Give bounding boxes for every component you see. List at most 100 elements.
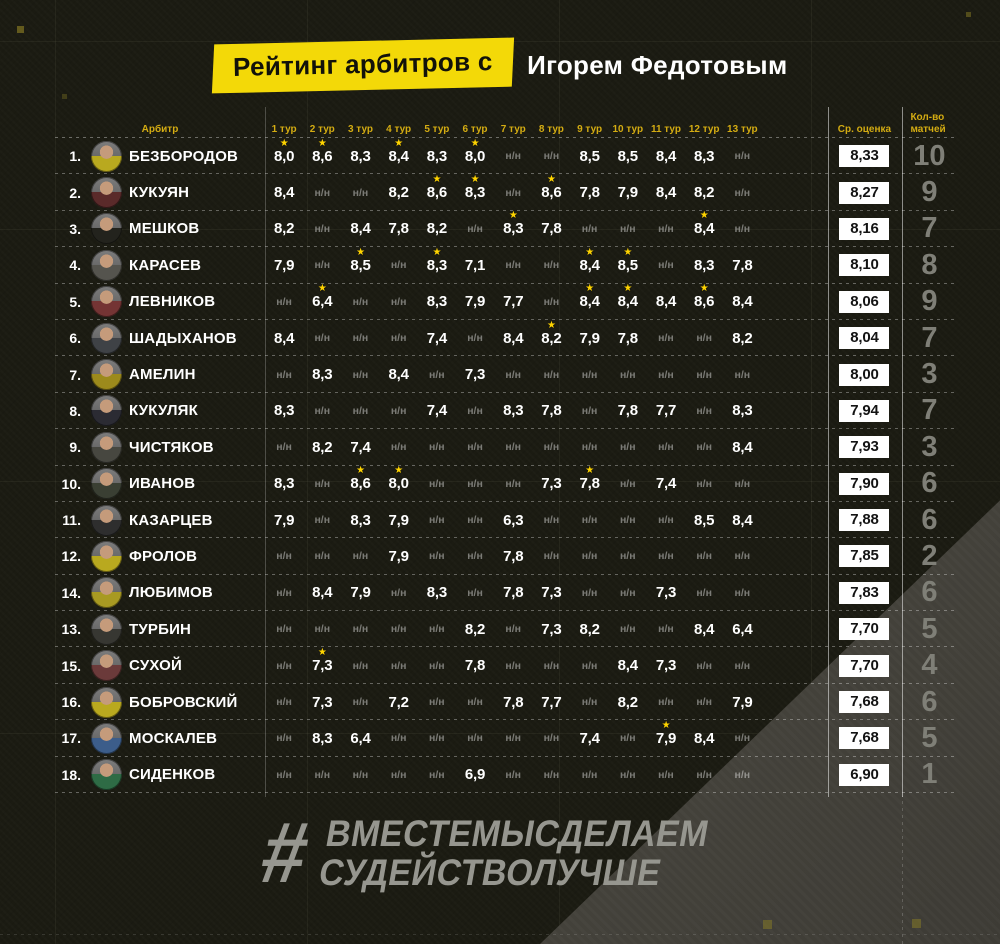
score-cell: н/н [467,696,483,709]
score-cell: 8,4 ★ [617,283,638,311]
star-icon: ★ [699,210,709,222]
referee-avatar [90,577,122,609]
score-cell: 8,2 [388,184,409,202]
matches-count: 3 [921,430,938,463]
star-icon: ★ [317,137,327,149]
score-cell: н/н [314,477,331,490]
table-row: 3. МЕШКОВ 8,2 н/н 8,4 7,8 8,2 н/н 8,3 ★ 7,8 н/н н/н н… [55,210,958,248]
score-cell: 7,8 ★ [579,465,600,493]
matches-count: 5 [921,721,938,754]
score-cell: н/н [390,732,407,745]
star-icon: ★ [547,319,556,331]
score-cell: н/н [505,732,522,745]
score-cell: 8,4 [732,511,753,529]
matches-count: 6 [921,467,938,500]
score-cell: н/н [314,332,331,345]
referee-avatar [90,650,122,682]
referee-name: МОСКАЛЕВ [129,729,218,747]
avg-cell: 7,70 [827,654,901,677]
score-cell: н/н [314,550,331,563]
score-cell: 7,3 [312,693,333,711]
score-cell: н/н [314,768,331,781]
score-cell: 8,5 [579,147,600,165]
score-cell: н/н [390,295,407,308]
score-cell: 8,4 [655,184,677,202]
score-cell: н/н [543,441,560,454]
column-header-round: 6 тур [462,123,488,135]
score-cell: н/н [543,368,560,381]
avg-score-badge: 8,27 [839,181,890,204]
column-divider [828,107,829,797]
score-cell: 7,4 [426,402,447,420]
score-cell: н/н [390,768,407,781]
hashtag-text: ВМЕСТЕМЫСДЕЛАЕМ СУДЕЙСТВОЛУЧШЕ [316,813,712,894]
referee-avatar [90,759,122,791]
score-cell: н/н [696,550,712,563]
avatar-cell [83,395,129,427]
score-cell: н/н [505,259,522,272]
title-rest-text: Игорем Федотовым [527,49,788,80]
score-cell: н/н [429,659,445,672]
score-cell: 8,4 [732,438,753,456]
score-cell: н/н [658,259,674,272]
score-cell: 8,2 [464,620,486,638]
star-icon: ★ [470,174,480,186]
score-cell: н/н [276,295,292,308]
score-cell: 8,3 [312,729,333,747]
avatar-cell [83,504,129,536]
score-cell: 7,9 [273,256,295,274]
hash-symbol: # [254,804,316,901]
table-row: 11. КАЗАРЦЕВ 7,9 н/н 8,3 7,9 н/н н/н 6,3 н/н н/н н/… [55,502,958,539]
score-cell: 8,2 [694,184,715,202]
referee-avatar [90,140,122,172]
matches-count: 1 [921,758,938,791]
table-row: 8. КУКУЛЯК 8,3 н/н н/н н/н 7,4 н/н 8,3 7,8 н/н 7,8 7… [55,393,958,430]
score-cell: 8,0 ★ [273,137,295,165]
score-cell: н/н [276,550,292,563]
bottom-divider-vertical [902,796,903,944]
avatar-cell [83,722,129,754]
score-cell: 6,4 ★ [312,283,333,311]
star-icon: ★ [585,246,594,258]
star-icon: ★ [394,137,404,149]
score-cell: 7,8 [388,220,409,238]
score-cell: н/н [581,768,598,781]
rank-number: 16. [61,694,81,711]
score-cell: н/н [581,586,598,599]
avg-cell: 8,16 [827,217,901,240]
referee-name: МЕШКОВ [129,220,200,238]
score-cell: 8,4 [617,657,638,675]
score-cell: н/н [429,477,445,490]
score-cell: 8,6 ★ [312,137,333,165]
score-cell: 7,9 ★ [655,719,677,747]
score-cell: н/н [352,623,369,636]
title-highlight-box: Рейтинг арбитров с [211,37,514,93]
score-cell: н/н [276,696,292,709]
hashtag-line2: СУДЕЙСТВОЛУЧШЕ [316,852,665,894]
referee-avatar [90,359,122,391]
referee-avatar [90,504,122,536]
score-cell: н/н [314,514,331,527]
column-header-round: 4 тур [386,123,412,135]
rank-number: 15. [61,657,81,674]
score-cell: н/н [467,222,483,235]
avg-score-badge: 8,04 [839,327,890,350]
score-cell: 8,4 [273,329,295,347]
avg-score-badge: 7,88 [839,509,890,532]
score-cell: 7,7 [655,402,677,420]
score-cell: н/н [619,514,636,527]
score-cell: 8,3 [694,256,715,274]
referee-name: СИДЕНКОВ [129,766,216,784]
column-header-round: 11 тур [650,123,681,135]
score-cell: н/н [505,768,522,781]
score-cell: 8,4 [503,329,524,347]
score-cell: н/н [543,550,560,563]
avg-cell: 8,06 [827,290,901,313]
matches-count: 7 [921,212,938,245]
table-row: 5. ЛЕВНИКОВ н/н 6,4 ★ н/н н/н 8,3 7,9 7,7 н/н 8,4 ★ 8… [55,283,958,321]
rank-number: 14. [61,584,81,601]
score-cell: н/н [276,368,292,381]
referee-name: ЛЕВНИКОВ [129,293,216,311]
score-cell: н/н [505,150,522,163]
avg-score-badge: 8,06 [839,290,890,313]
